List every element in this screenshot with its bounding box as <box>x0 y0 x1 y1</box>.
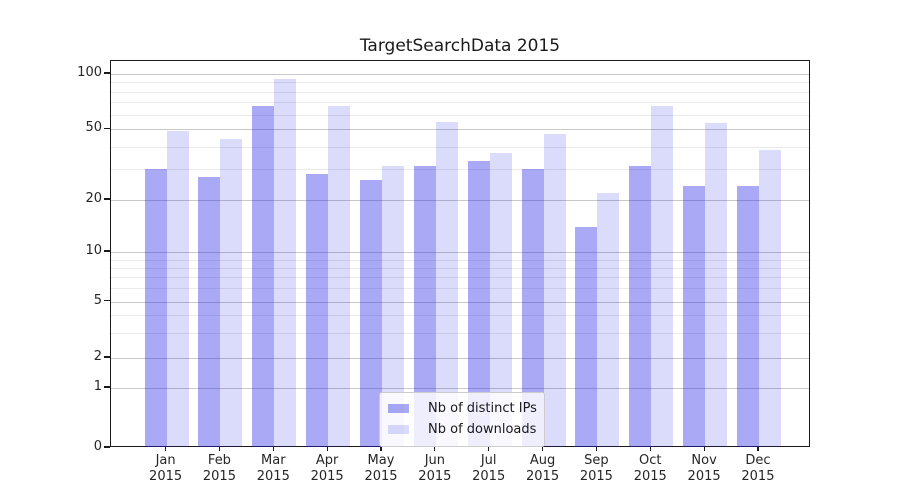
bar-distinct-ips-aug <box>521 168 544 447</box>
x-tick-mark-apr <box>326 447 328 451</box>
x-tick-mark-feb <box>218 447 221 451</box>
y-tick-mark-100 <box>104 72 110 74</box>
gridline-minor-30 <box>111 168 809 170</box>
y-tick-label-2: 2 <box>93 349 102 364</box>
bar-downloads-mar <box>274 78 297 447</box>
x-tick-mark-sep <box>595 447 597 451</box>
bar-distinct-ips-feb <box>198 176 221 447</box>
gridline-minor-90 <box>111 82 809 84</box>
y-tick-mark-20 <box>104 198 110 200</box>
y-tick-mark-5 <box>104 299 110 302</box>
y-tick-label-1: 1 <box>93 379 102 394</box>
x-tick-label-may: May 2015 <box>364 453 398 484</box>
x-tick-label-mar: Mar 2015 <box>256 453 290 484</box>
x-tick-mark-jan <box>165 447 167 451</box>
legend-label-distinct-ips: Nb of distinct IPs <box>428 401 537 416</box>
plot-area <box>110 60 810 447</box>
bar-downloads-jan <box>166 130 189 447</box>
gridline-minor-3 <box>111 332 809 334</box>
x-tick-label-jun: Jun 2015 <box>418 453 452 484</box>
y-tick-label-50: 50 <box>85 120 102 136</box>
x-tick-mark-dec <box>757 447 759 451</box>
bar-distinct-ips-may <box>360 179 382 447</box>
gridline-minor-60 <box>111 114 809 116</box>
bar-distinct-ips-jan <box>144 168 167 447</box>
y-tick-mark-10 <box>104 250 110 252</box>
bar-downloads-feb <box>220 139 243 447</box>
y-tick-label-20: 20 <box>85 191 102 206</box>
bar-downloads-jul <box>489 152 512 447</box>
bar-downloads-nov <box>705 123 728 447</box>
gridline-2 <box>111 358 809 359</box>
gridline-minor-80 <box>111 91 809 93</box>
y-tick-mark-1 <box>104 386 110 388</box>
x-tick-label-apr: Apr 2015 <box>310 453 344 484</box>
x-tick-label-nov: Nov 2015 <box>687 453 721 484</box>
x-tick-mark-jul <box>488 447 490 451</box>
x-tick-label-dec: Dec 2015 <box>741 453 775 484</box>
y-tick-label-0: 0 <box>93 439 102 454</box>
gridline-1 <box>111 388 809 389</box>
gridline-minor-40 <box>111 146 809 148</box>
bar-distinct-ips-sep <box>575 226 598 447</box>
bar-downloads-apr <box>328 105 351 447</box>
x-tick-label-jan: Jan 2015 <box>149 453 183 484</box>
x-tick-mark-aug <box>541 447 544 451</box>
legend-label-downloads: Nb of downloads <box>428 422 537 437</box>
x-tick-label-oct: Oct 2015 <box>633 453 667 484</box>
gridline-minor-7 <box>111 277 809 279</box>
x-tick-label-jul: Jul 2015 <box>472 453 506 484</box>
bar-downloads-oct <box>651 105 674 447</box>
bar-downloads-aug <box>543 134 566 447</box>
y-tick-mark-50 <box>104 127 110 129</box>
gridline-10 <box>111 252 809 253</box>
legend: Nb of distinct IPs Nb of downloads <box>379 392 545 447</box>
x-tick-mark-jun <box>434 447 436 451</box>
gridline-minor-6 <box>111 288 809 290</box>
bar-distinct-ips-dec <box>736 185 759 447</box>
x-tick-mark-oct <box>649 447 651 451</box>
bar-downloads-may <box>382 166 404 447</box>
bar-distinct-ips-jul <box>467 161 490 447</box>
legend-swatch-downloads <box>388 425 409 434</box>
x-tick-mark-may <box>380 447 382 451</box>
gridline-minor-9 <box>111 259 809 261</box>
chart-title: TargetSearchData 2015 <box>359 36 561 56</box>
y-tick-label-10: 10 <box>85 243 102 258</box>
gridline-20 <box>111 200 809 201</box>
gridline-minor-4 <box>111 315 809 317</box>
bar-distinct-ips-apr <box>306 174 329 447</box>
x-tick-label-sep: Sep 2015 <box>579 453 613 484</box>
gridline-minor-8 <box>111 267 809 269</box>
bar-distinct-ips-jun <box>413 166 436 447</box>
legend-swatch-distinct-ips <box>388 404 409 413</box>
y-tick-mark-2 <box>104 356 110 358</box>
bar-downloads-dec <box>758 150 781 447</box>
x-tick-label-aug: Aug 2015 <box>526 453 560 484</box>
bar-distinct-ips-nov <box>683 185 706 447</box>
gridline-minor-70 <box>111 102 809 104</box>
x-tick-mark-nov <box>703 447 705 451</box>
gridline-100 <box>111 74 809 75</box>
x-tick-label-feb: Feb 2015 <box>202 453 236 484</box>
y-tick-mark-0 <box>104 446 110 448</box>
y-tick-label-5: 5 <box>93 292 102 308</box>
gridline-50 <box>111 129 809 131</box>
bar-downloads-sep <box>597 192 620 447</box>
bar-distinct-ips-oct <box>629 166 652 447</box>
legend-item-downloads: Nb of downloads <box>388 419 536 440</box>
y-tick-label-100: 100 <box>77 65 102 80</box>
legend-item-distinct-ips: Nb of distinct IPs <box>388 398 537 419</box>
gridline-5 <box>111 301 809 303</box>
x-tick-mark-mar <box>272 447 274 451</box>
bar-distinct-ips-mar <box>252 105 275 447</box>
bar-downloads-jun <box>435 121 458 447</box>
